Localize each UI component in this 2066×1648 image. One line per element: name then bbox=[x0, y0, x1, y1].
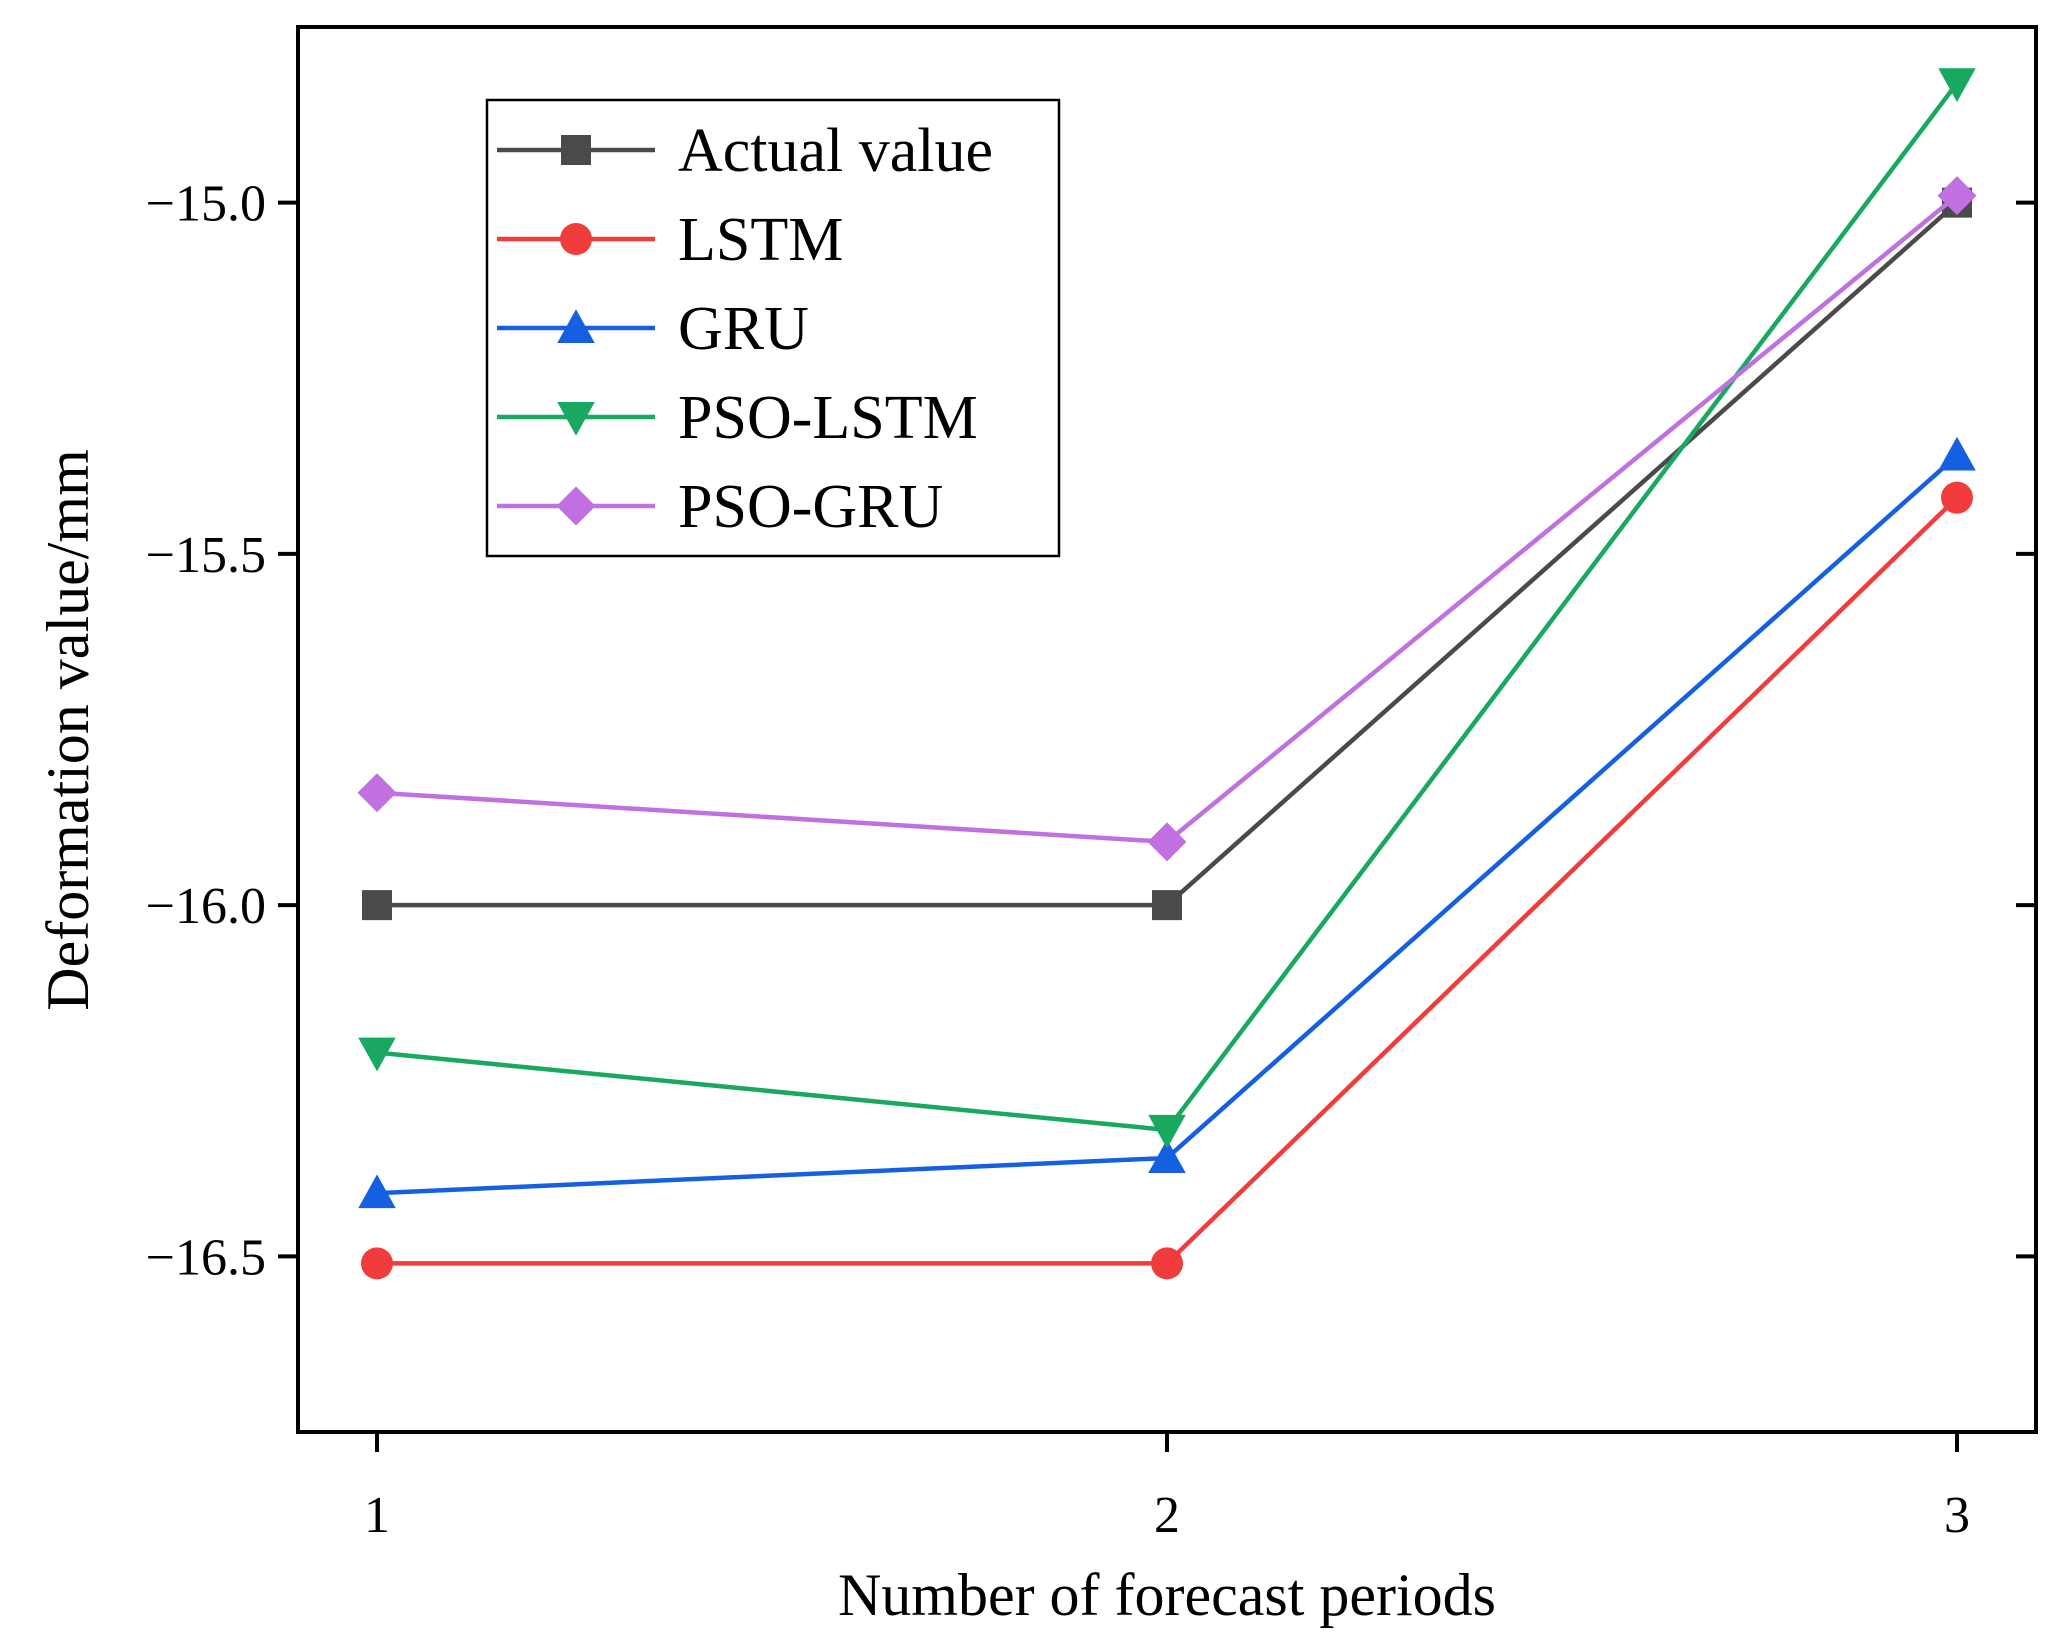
legend-label-pso-lstm: PSO-LSTM bbox=[678, 384, 978, 452]
x-tick-label: 1 bbox=[364, 1487, 390, 1544]
data-point-gru bbox=[1148, 1139, 1186, 1174]
y-tick-label: −15.0 bbox=[146, 176, 266, 233]
ticks-layer: −15.0 −15.5 −16.0 −16.5 1 2 3 bbox=[146, 176, 2036, 1544]
data-point-lstm bbox=[1151, 1247, 1183, 1280]
x-tick-label: 2 bbox=[1154, 1487, 1180, 1544]
data-point-lstm bbox=[361, 1247, 393, 1280]
y-tick-label: −15.5 bbox=[146, 527, 266, 584]
legend-label-gru: GRU bbox=[678, 295, 809, 363]
legend-label-pso-gru: PSO-GRU bbox=[678, 473, 943, 541]
legend: Actual value LSTM GRU PSO-LSTM PSO-GRU bbox=[485, 98, 1061, 558]
data-point-actual-value bbox=[362, 890, 392, 921]
data-point-pso-gru bbox=[1147, 822, 1187, 862]
legend-marker-gru bbox=[557, 309, 595, 343]
legend-label-lstm: LSTM bbox=[678, 206, 843, 274]
data-point-actual-value bbox=[1152, 890, 1182, 921]
data-point-lstm bbox=[1941, 481, 1973, 514]
data-point-pso-lstm bbox=[1938, 68, 1976, 102]
data-point-pso-lstm bbox=[358, 1037, 396, 1072]
legend-marker-pso-gru bbox=[556, 486, 596, 526]
y-tick-label: −16.5 bbox=[146, 1229, 266, 1286]
data-point-pso-lstm bbox=[1148, 1114, 1186, 1149]
series-layer bbox=[357, 68, 1977, 1280]
y-axis-label: Deformation value/mm bbox=[35, 449, 101, 1011]
data-point-gru bbox=[1938, 436, 1976, 471]
data-point-pso-gru bbox=[1937, 176, 1977, 216]
legend-label-actual-value: Actual value bbox=[678, 117, 993, 185]
legend-marker-lstm bbox=[560, 223, 592, 255]
x-axis-label: Number of forecast periods bbox=[838, 1562, 1496, 1628]
data-point-gru bbox=[358, 1174, 396, 1209]
legend-marker-actual-value bbox=[561, 135, 591, 165]
x-tick-label: 3 bbox=[1944, 1487, 1970, 1544]
y-tick-label: −16.0 bbox=[146, 878, 266, 935]
legend-marker-pso-lstm bbox=[557, 402, 595, 436]
data-point-pso-gru bbox=[357, 773, 397, 813]
